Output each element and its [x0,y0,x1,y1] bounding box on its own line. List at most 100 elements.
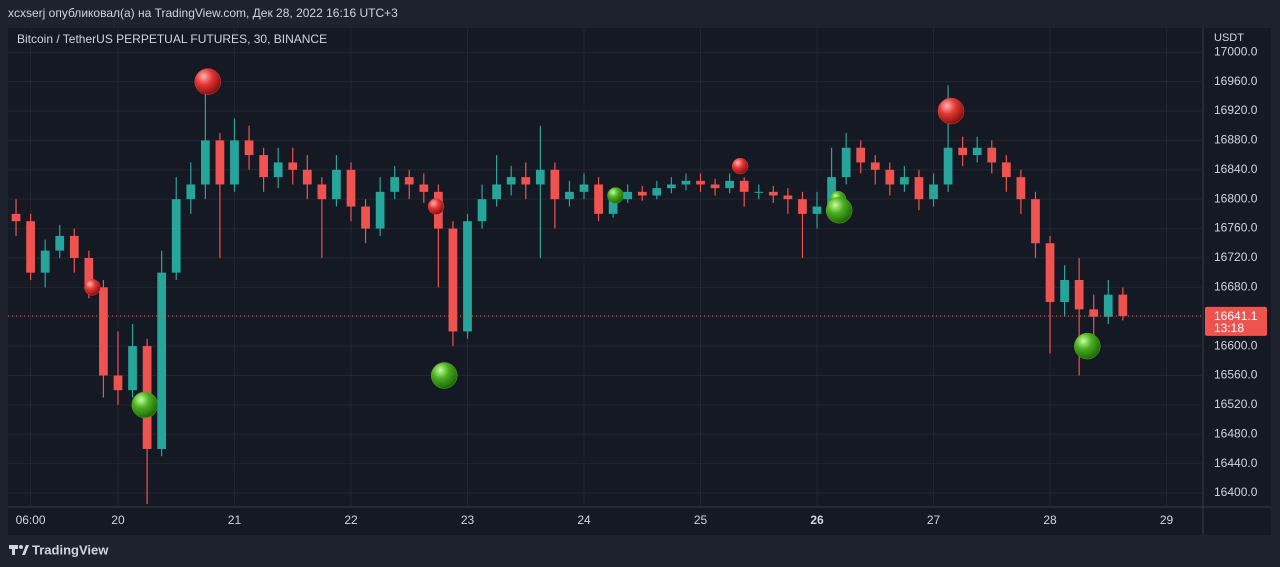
candle-body [55,235,65,251]
x-tick-label: 25 [694,513,708,527]
y-tick-label: 16440.0 [1214,456,1258,470]
candle-body [99,287,108,376]
candle-body [128,346,137,391]
candle-body [1001,162,1011,178]
y-tick-label: 17000.0 [1214,44,1258,58]
countdown-label: 13:18 [1214,321,1244,335]
candle-body [768,191,778,196]
candle-body [870,162,880,170]
y-tick-label: 16880.0 [1214,133,1258,147]
x-tick-label: 26 [810,513,824,527]
candle-body [113,375,123,391]
candle-body [1103,294,1113,317]
candle-body [681,180,691,185]
candle-body [302,169,312,185]
candle-body [390,177,400,192]
logo [9,545,29,555]
candle-body [317,184,327,200]
signal-marker [607,187,624,204]
candle-body [667,184,676,189]
candle-body [1118,294,1128,316]
y-tick-label: 16480.0 [1214,426,1258,440]
y-tick-label: 16400.0 [1214,485,1258,499]
candle-body [608,199,618,214]
candle-body [885,169,895,185]
candle-body [1016,177,1026,200]
candle-body [26,221,35,273]
y-tick-label: 16520.0 [1214,397,1258,411]
x-tick-label: 20 [111,513,125,527]
candle-body [856,147,866,163]
x-tick-label: 29 [1160,513,1174,527]
candle-body [550,169,560,200]
x-tick-label: 23 [461,513,475,527]
x-tick-label: 24 [577,513,591,527]
candle-body [230,140,239,185]
candle-body [361,206,370,229]
candle-body [448,228,458,332]
candle-body [1074,279,1084,310]
candle-body [972,147,982,156]
candle-body [914,177,924,200]
candle-body [288,162,298,170]
candle-body [492,184,501,200]
candle-body [754,191,764,193]
candle-body [943,147,953,185]
time-axis [8,507,1271,535]
y-tick-label: 16680.0 [1214,280,1258,294]
x-tick-label: 22 [344,513,358,527]
candle-body [259,155,268,178]
candle-body [69,235,79,258]
header: xcxserj опубликовал(а) на TradingView.co… [8,6,398,20]
signal-marker [731,157,749,175]
candle-body [11,213,21,222]
candle-body [739,180,749,192]
signal-marker [194,68,221,95]
signal-marker [427,198,445,215]
candle-body [900,177,909,185]
candle-body [477,199,487,222]
y-tick-label: 16560.0 [1214,368,1258,382]
candle-body [987,147,997,163]
candle-body [404,177,414,185]
candle-body [652,188,662,196]
candle-body [812,206,822,214]
candle-body [419,184,429,192]
candle-body [332,169,341,200]
y-tick-label: 16800.0 [1214,191,1258,205]
candle-body [215,140,225,185]
last-price-label: 16641.1 [1214,309,1258,323]
signal-marker [825,196,853,224]
candle-body [273,162,283,178]
x-tick-label: 28 [1043,513,1057,527]
candle-body [696,180,705,185]
candle-body [171,199,181,273]
candle-body [798,199,807,214]
candle-body [594,184,603,214]
candle-body [463,221,472,332]
candle-body [506,177,516,185]
candle-body [841,147,851,178]
last-price-box [1205,306,1267,336]
candle-body [623,191,633,200]
candle-body [1031,199,1040,244]
signal-marker [1074,332,1101,360]
candle-body [1060,279,1069,303]
brand: TradingView [32,542,109,557]
candle-body [200,140,210,185]
candle-body [1045,243,1055,303]
candle-body [710,184,720,189]
x-tick-label: 21 [228,513,242,527]
x-tick-label: 06:00 [16,513,46,527]
signal-marker [131,391,159,419]
y-tick-label: 16760.0 [1214,221,1258,235]
candle-body [1089,309,1099,317]
candle-body [244,140,254,156]
signal-marker [937,97,965,125]
candle-body [725,180,735,189]
candle-body [535,169,545,185]
candle-body [40,250,50,273]
candle-body [565,191,574,200]
